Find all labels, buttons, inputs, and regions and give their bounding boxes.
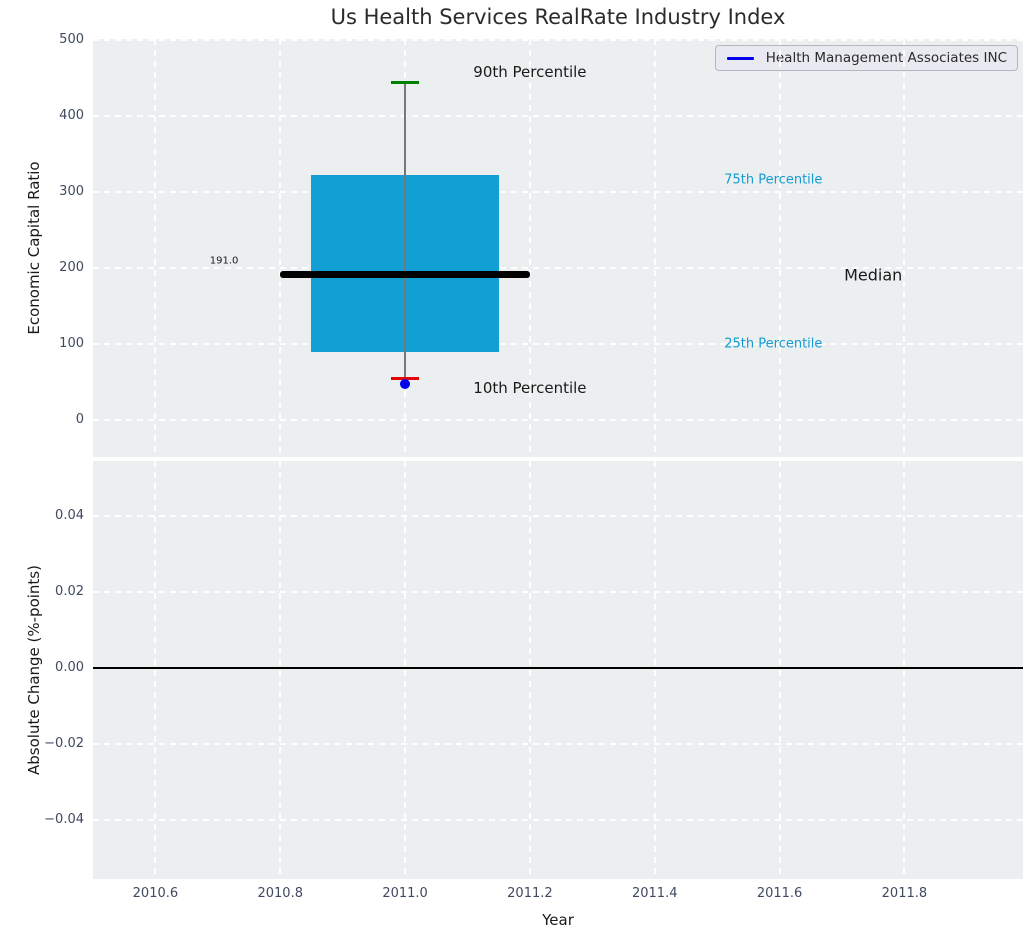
grid-line-vertical (528, 461, 531, 879)
grid-line-horizontal (93, 267, 1023, 270)
y-tick-label: 0.00 (55, 660, 84, 676)
grid-line-vertical (653, 461, 656, 879)
grid-line-horizontal (93, 39, 1023, 42)
grid-line-vertical (404, 461, 407, 879)
grid-line-horizontal (93, 591, 1023, 594)
grid-line-horizontal (93, 191, 1023, 194)
grid-line-vertical (279, 461, 282, 879)
y-tick-label: −0.02 (44, 735, 84, 751)
grid-line-vertical (903, 461, 906, 879)
chart-title: Us Health Services RealRate Industry Ind… (330, 5, 786, 29)
legend-line-icon (726, 56, 754, 60)
y-tick-label: −0.04 (44, 811, 84, 827)
zero-line (93, 667, 1023, 670)
label-75th-percentile: 75th Percentile (724, 172, 823, 188)
whisker-cap-10th (390, 376, 420, 380)
y-tick-label: 0.02 (55, 584, 84, 600)
y-tick-label: 200 (59, 260, 84, 276)
grid-line-horizontal (93, 343, 1023, 346)
legend-label: Health Management Associates INC (765, 50, 1007, 66)
company-point (400, 378, 411, 389)
lower-axes (93, 461, 1023, 879)
whisker-cap-90th (390, 81, 420, 85)
label-90th-percentile: 90th Percentile (473, 63, 587, 82)
y-tick-label: 500 (59, 32, 84, 48)
y-tick-label: 300 (59, 184, 84, 200)
grid-line-horizontal (93, 515, 1023, 518)
y-tick-label: 0 (75, 412, 84, 428)
label-25th-percentile: 25th Percentile (724, 336, 823, 352)
grid-line-vertical (778, 461, 781, 879)
grid-line-horizontal (93, 115, 1023, 118)
x-axis-label: Year (542, 911, 574, 929)
upper-axes: Health Management Associates INC (93, 39, 1023, 457)
legend: Health Management Associates INC (714, 45, 1018, 71)
grid-line-vertical (528, 39, 531, 457)
label-10th-percentile: 10th Percentile (473, 379, 587, 398)
x-tick-label: 2011.4 (631, 886, 678, 901)
grid-line-horizontal (93, 742, 1023, 745)
y-tick-label: 100 (59, 336, 84, 352)
y-tick-label: 0.04 (55, 508, 84, 524)
x-tick-label: 2010.8 (257, 886, 303, 901)
y-tick-label: 400 (59, 108, 84, 124)
grid-line-horizontal (93, 818, 1023, 821)
grid-line-horizontal (93, 419, 1023, 422)
grid-line-vertical (279, 39, 282, 457)
median-line (280, 271, 530, 279)
label-median: Median (844, 265, 903, 285)
grid-line-vertical (154, 461, 157, 879)
x-tick-label: 2011.6 (756, 886, 803, 901)
x-tick-label: 2011.2 (507, 886, 553, 901)
whisker-line (404, 82, 406, 379)
x-tick-label: 2010.6 (132, 886, 179, 901)
grid-line-vertical (778, 39, 781, 457)
grid-line-vertical (154, 39, 157, 457)
x-tick-label: 2011.8 (881, 886, 928, 901)
x-tick-label: 2011.0 (382, 886, 428, 901)
grid-line-vertical (653, 39, 656, 457)
grid-line-vertical (903, 39, 906, 457)
label-median-value: 191.0 (209, 255, 239, 267)
